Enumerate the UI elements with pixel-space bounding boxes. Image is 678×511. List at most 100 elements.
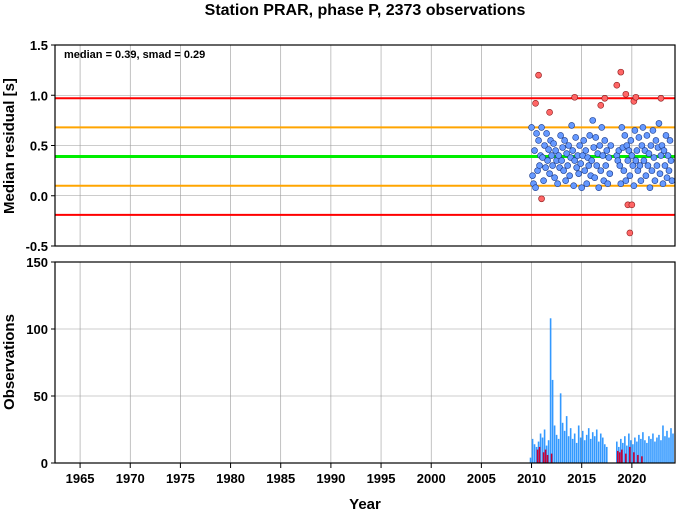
data-point <box>573 164 580 171</box>
data-point <box>538 124 545 131</box>
observation-bar <box>652 433 654 463</box>
observation-bar <box>585 434 588 463</box>
data-point <box>667 157 675 164</box>
y-tick-label: 0 <box>41 456 48 471</box>
data-point <box>666 137 674 144</box>
x-axis-label: Year <box>349 496 381 511</box>
observation-bar <box>559 393 562 463</box>
data-point <box>551 174 558 181</box>
observation-bar-secondary <box>538 446 541 463</box>
observation-bar-secondary <box>536 449 539 463</box>
x-tick-label: 1980 <box>216 471 245 486</box>
observation-bar <box>551 379 554 463</box>
data-point <box>626 172 634 179</box>
observation-bar <box>531 438 534 463</box>
observation-bar <box>547 440 550 463</box>
data-point <box>541 142 548 149</box>
y-tick-label: 50 <box>34 389 48 404</box>
data-point <box>578 184 585 192</box>
observation-bar <box>535 446 538 463</box>
y-tick-label: 150 <box>26 255 48 270</box>
observation-bar <box>597 441 600 463</box>
data-point <box>539 154 546 161</box>
observation-bar <box>646 442 648 463</box>
data-point <box>580 137 588 144</box>
plot-frame <box>54 261 676 464</box>
data-point <box>549 162 556 169</box>
data-point <box>635 134 643 141</box>
x-tick-label: 1965 <box>66 471 95 486</box>
data-point <box>569 147 576 154</box>
observation-bar <box>567 436 570 463</box>
data-point <box>558 157 565 164</box>
observation-bar <box>529 457 532 463</box>
x-tick-label: 2010 <box>517 471 546 486</box>
observation-bar <box>660 440 662 463</box>
data-point <box>533 130 540 137</box>
x-tick-label: 1975 <box>166 471 195 486</box>
data-point <box>566 172 573 179</box>
data-point <box>581 167 589 174</box>
outlier-point <box>571 93 578 101</box>
data-point <box>656 170 664 177</box>
data-point <box>536 162 543 169</box>
observation-bar <box>644 440 646 463</box>
observation-bar <box>599 433 602 463</box>
data-point <box>602 162 610 169</box>
data-point <box>657 152 665 159</box>
x-tick-label: 1990 <box>316 471 345 486</box>
data-point <box>564 162 571 169</box>
data-point <box>554 180 561 187</box>
data-point <box>632 157 640 164</box>
outlier-point <box>617 68 625 76</box>
y-tick-label: 0.5 <box>30 139 48 154</box>
observation-bar <box>628 433 630 463</box>
data-point <box>592 134 600 141</box>
data-point <box>601 137 609 144</box>
observation-bar <box>672 433 674 463</box>
data-point <box>561 137 568 144</box>
observation-bar <box>591 432 594 463</box>
data-point <box>583 180 591 187</box>
data-point <box>571 157 578 164</box>
data-point <box>620 167 628 174</box>
observation-bar <box>571 438 574 463</box>
data-point <box>647 142 655 149</box>
data-point <box>603 147 611 154</box>
data-point <box>665 167 673 174</box>
data-point <box>618 124 626 131</box>
observation-bar <box>545 445 548 463</box>
data-point <box>585 162 593 169</box>
data-point <box>568 122 575 129</box>
observation-bar <box>595 429 598 463</box>
observation-bar <box>573 433 576 463</box>
data-point <box>650 154 658 161</box>
observation-bar <box>593 436 596 463</box>
y-tick-label: 100 <box>26 322 48 337</box>
data-point <box>535 137 542 144</box>
data-point <box>662 132 670 139</box>
data-point <box>557 132 564 139</box>
data-point <box>648 167 656 174</box>
data-point <box>651 177 659 184</box>
data-point <box>660 147 668 154</box>
data-point <box>663 174 671 181</box>
observation-bar <box>620 438 622 463</box>
observation-bar <box>579 437 582 463</box>
data-point <box>639 124 647 131</box>
observation-bar <box>616 441 618 463</box>
observation-bar <box>549 318 552 463</box>
outlier-point <box>597 102 605 109</box>
observation-bar-secondary <box>550 453 553 463</box>
outlier-point <box>632 93 640 101</box>
data-point <box>631 127 639 134</box>
data-point <box>555 152 562 159</box>
observation-bar <box>632 444 634 463</box>
data-point <box>591 174 599 181</box>
data-point <box>653 162 661 169</box>
observation-bar-secondary <box>625 453 627 463</box>
data-point <box>655 120 663 127</box>
data-point <box>548 152 555 159</box>
observation-bar <box>601 437 604 463</box>
